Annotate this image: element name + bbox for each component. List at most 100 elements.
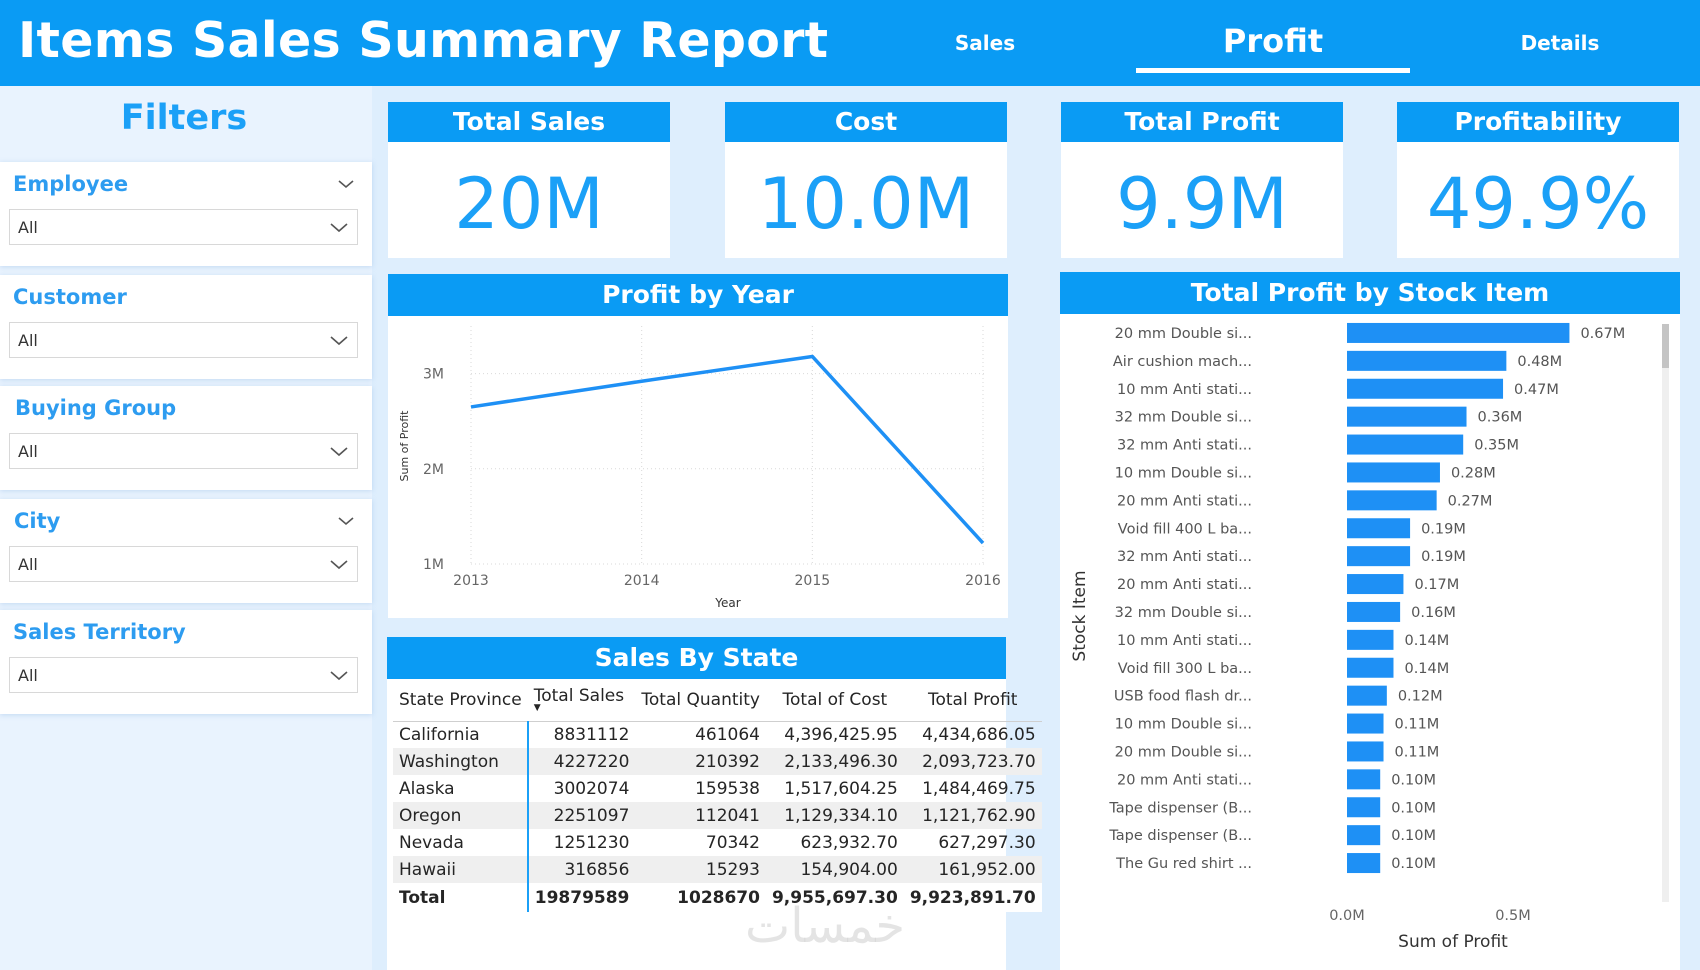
column-header[interactable]: Total Profit xyxy=(903,679,1042,722)
chevron-down-icon xyxy=(330,223,348,233)
x-tick-label: 2014 xyxy=(624,573,660,589)
x-tick-label: 2013 xyxy=(453,573,489,589)
bar xyxy=(1347,350,1507,371)
data-label: 0.11M xyxy=(1395,717,1440,733)
slicer-customer: Customer All xyxy=(0,275,372,379)
slicer-label: Sales Territory xyxy=(13,620,186,644)
data-label: 0.10M xyxy=(1391,800,1436,816)
table-cell: 159538 xyxy=(695,778,760,799)
table-cell: Washington xyxy=(393,748,529,775)
kpi-value: 10.0M xyxy=(757,163,975,245)
table-cell: 210392 xyxy=(635,748,766,775)
table-row[interactable]: Hawaii 316856 15293 154,904.00 161,952.0… xyxy=(393,856,1042,883)
bar xyxy=(1347,797,1381,818)
panel-title: Profit by Year xyxy=(388,274,1008,316)
dropdown-value: All xyxy=(18,666,38,685)
panel-title: Total Profit by Stock Item xyxy=(1060,272,1680,314)
city-dropdown[interactable]: All xyxy=(9,546,358,582)
table-cell: 161,952.00 xyxy=(903,856,1042,883)
bar xyxy=(1347,713,1384,734)
bar xyxy=(1347,406,1467,427)
stock-item-chart: Stock Item 20 mm Double si... 0.67M Air cus… xyxy=(1070,322,1669,952)
table-cell: 461064 xyxy=(695,724,760,745)
table-cell: 154,904.00 xyxy=(765,856,904,883)
chevron-down-icon xyxy=(330,447,348,457)
data-label: 0.10M xyxy=(1391,772,1436,788)
sales-by-state-panel: Sales By State State Province Total Sale… xyxy=(387,637,1042,970)
employee-dropdown[interactable]: All xyxy=(9,209,358,245)
table-cell: 19879589 xyxy=(527,883,636,912)
category-label: 10 mm Double si... xyxy=(1115,717,1252,733)
kpi-profitability: Profitability 49.9% xyxy=(1397,102,1679,258)
slicer-employee: Employee All xyxy=(0,162,372,266)
kpi-total-profit: Total Profit 9.9M xyxy=(1061,102,1343,258)
slicer-label: Customer xyxy=(13,285,127,309)
table-cell: 2,133,496.30 xyxy=(765,748,904,775)
chevron-down-icon[interactable] xyxy=(336,174,356,194)
bar xyxy=(1347,685,1387,706)
column-header[interactable]: State Province xyxy=(393,679,528,722)
data-label: 0.10M xyxy=(1391,856,1436,872)
slicer-label: Buying Group xyxy=(15,396,177,420)
data-label: 0.11M xyxy=(1395,744,1440,760)
stock-item-panel: Total Profit by Stock Item Stock Item 20 … xyxy=(1060,272,1680,970)
table-cell: 4227220 xyxy=(527,748,636,775)
profit-by-year-chart: 1M 2M 3M 2013 2014 2015 2016 Year Sum of Profit xyxy=(398,326,1001,610)
kpi-title: Cost xyxy=(725,102,1007,142)
table-row[interactable]: California 8831112 461064 4,396,425.95 4… xyxy=(393,721,1042,748)
bar xyxy=(1347,574,1404,595)
category-label: Void fill 300 L ba... xyxy=(1118,661,1252,677)
table-cell: Nevada xyxy=(393,829,529,856)
column-header[interactable]: Total of Cost xyxy=(765,679,904,722)
bar xyxy=(1347,434,1464,455)
table-cell: 1028670 xyxy=(635,883,766,912)
active-tab-indicator xyxy=(1136,68,1410,73)
kpi-cost: Cost 10.0M xyxy=(725,102,1007,258)
x-tick-label: 2016 xyxy=(965,573,1001,589)
table-cell: Total xyxy=(393,883,529,912)
kpi-title: Profitability xyxy=(1397,102,1679,142)
profit-line xyxy=(470,354,985,545)
table-row[interactable]: Washington 4227220 210392 2,133,496.30 2… xyxy=(393,748,1042,775)
sales-territory-dropdown[interactable]: All xyxy=(9,657,358,693)
bar xyxy=(1347,629,1394,650)
table-cell: 112041 xyxy=(635,802,766,829)
table-cell: Hawaii xyxy=(393,856,529,883)
table-row[interactable]: Nevada 1251230 70342 623,932.70 627,297.… xyxy=(393,829,1042,856)
tab-profit[interactable]: Profit xyxy=(1222,22,1324,60)
tab-details[interactable]: Details xyxy=(1520,31,1600,55)
scrollbar-thumb[interactable] xyxy=(1662,324,1669,368)
category-label: Tape dispenser (B... xyxy=(1108,800,1252,816)
slicer-sales-territory: Sales Territory All xyxy=(0,610,372,714)
chevron-down-icon[interactable] xyxy=(336,511,356,531)
report-title: Items Sales Summary Report xyxy=(18,12,829,69)
table-cell: Oregon xyxy=(393,802,529,829)
category-label: 10 mm Double si... xyxy=(1115,465,1252,481)
table-cell: 9,955,697.30 xyxy=(765,883,904,912)
tab-sales[interactable]: Sales xyxy=(954,31,1016,55)
category-label: 32 mm Double si... xyxy=(1115,410,1252,426)
data-label: 0.16M xyxy=(1411,605,1456,621)
category-label: 20 mm Anti stati... xyxy=(1117,577,1252,593)
table-cell: 627,297.30 xyxy=(938,832,1036,853)
report-header: Items Sales Summary Report Sales Profit … xyxy=(0,0,1700,86)
data-label: 0.14M xyxy=(1404,633,1449,649)
table-cell: Alaska xyxy=(393,775,529,802)
table-row[interactable]: Oregon 2251097 112041 1,129,334.10 1,121… xyxy=(393,802,1042,829)
buying-group-dropdown[interactable]: All xyxy=(9,433,358,469)
table-cell: 316856 xyxy=(527,856,636,883)
bar xyxy=(1347,378,1504,399)
slicer-buying-group: Buying Group All xyxy=(0,386,372,490)
x-axis-title: Sum of Profit xyxy=(1398,932,1508,952)
table-cell: 3002074 xyxy=(553,778,630,799)
table-cell: 4,434,686.05 xyxy=(922,724,1036,745)
column-header[interactable]: Total Quantity xyxy=(635,679,766,722)
column-header[interactable]: Total Sales ▼ xyxy=(527,679,636,722)
sort-descending-icon: ▼ xyxy=(533,703,541,714)
y-tick-label: 3M xyxy=(423,367,444,383)
slicer-label: City xyxy=(14,509,61,533)
customer-dropdown[interactable]: All xyxy=(9,322,358,358)
category-label: 20 mm Anti stati... xyxy=(1117,772,1252,788)
table-row[interactable]: Alaska 3002074 159538 1,517,604.25 1,484… xyxy=(393,775,1042,802)
